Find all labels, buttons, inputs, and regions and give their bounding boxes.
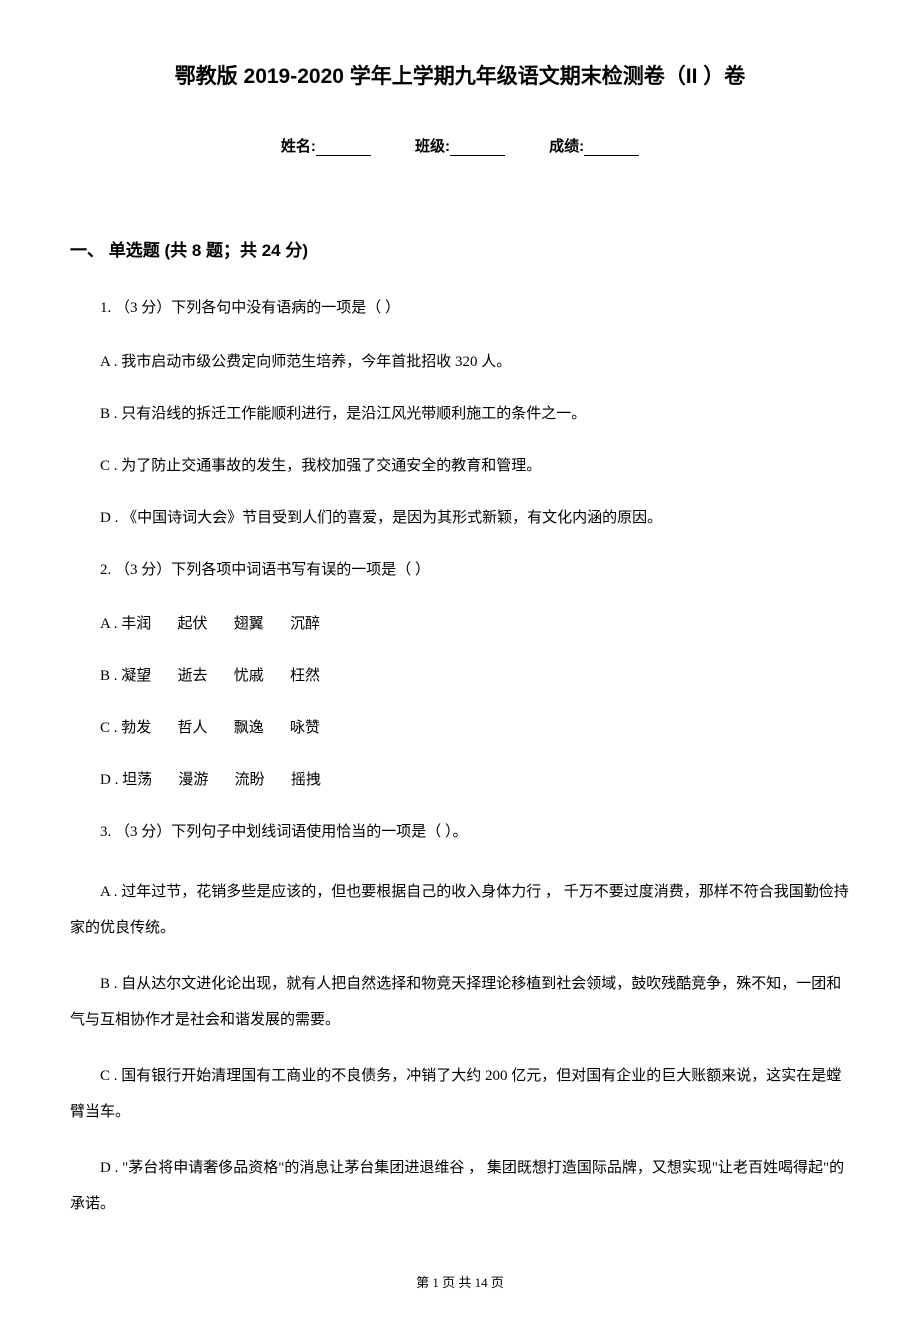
question-3-option-b: B . 自从达尔文进化论出现，就有人把自然选择和物竞天择理论移植到社会领域，鼓吹…	[70, 966, 850, 1038]
question-3-option-d: D . "茅台将申请奢侈品资格"的消息让茅台集团进退维谷 ， 集团既想打造国际品…	[70, 1150, 850, 1222]
question-3-stem: 3. （3 分）下列句子中划线词语使用恰当的一项是（ ）。	[70, 820, 850, 844]
class-blank	[450, 138, 505, 156]
exam-title: 鄂教版 2019-2020 学年上学期九年级语文期末检测卷（II ）卷	[70, 60, 850, 90]
question-2-stem: 2. （3 分）下列各项中词语书写有误的一项是（ ）	[70, 558, 850, 582]
question-2-option-c: C . 勃发 哲人 飘逸 咏赞	[70, 716, 850, 740]
page-footer: 第 1 页 共 14 页	[70, 1272, 850, 1291]
name-label: 姓名:	[281, 138, 316, 155]
score-label: 成绩:	[549, 138, 584, 155]
question-1-option-b: B . 只有沿线的拆迁工作能顺利进行，是沿江风光带顺利施工的条件之一。	[70, 402, 850, 426]
question-2-option-a: A . 丰润 起伏 翅翼 沉醉	[70, 612, 850, 636]
class-label: 班级:	[415, 138, 450, 155]
name-blank	[316, 138, 371, 156]
question-2-option-b: B . 凝望 逝去 忧戚 枉然	[70, 664, 850, 688]
score-blank	[584, 138, 639, 156]
question-3-option-a: A . 过年过节，花销多些是应该的，但也要根据自己的收入身体力行 ， 千万不要过…	[70, 874, 850, 946]
student-info-row: 姓名: 班级: 成绩:	[70, 135, 850, 156]
question-1-stem: 1. （3 分）下列各句中没有语病的一项是（ ）	[70, 296, 850, 320]
question-1-option-d: D . 《中国诗词大会》节目受到人们的喜爱，是因为其形式新颖，有文化内涵的原因。	[70, 506, 850, 530]
question-2-option-d: D . 坦荡 漫游 流盼 摇拽	[70, 768, 850, 792]
section-heading: 一、 单选题 (共 8 题；共 24 分)	[70, 236, 850, 261]
question-1-option-a: A . 我市启动市级公费定向师范生培养，今年首批招收 320 人。	[70, 350, 850, 374]
question-1-option-c: C . 为了防止交通事故的发生，我校加强了交通安全的教育和管理。	[70, 454, 850, 478]
question-3-option-c: C . 国有银行开始清理国有工商业的不良债务，冲销了大约 200 亿元，但对国有…	[70, 1058, 850, 1130]
